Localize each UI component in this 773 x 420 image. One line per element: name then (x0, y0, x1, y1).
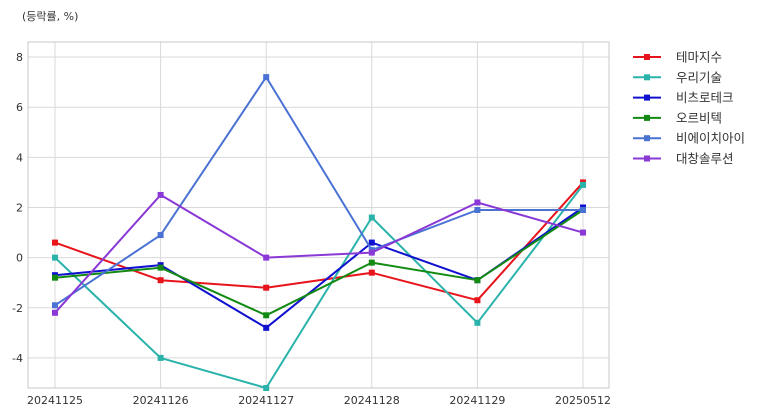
data-point (474, 206, 481, 213)
data-point (263, 385, 270, 391)
data-point (263, 324, 270, 331)
series-line (54, 181, 584, 302)
legend-item: 비에이치아이 (633, 131, 745, 146)
data-point (474, 297, 481, 304)
x-tick-label: 20241129 (449, 394, 505, 407)
series-비에이치아이 (52, 74, 586, 309)
series-line (54, 209, 584, 317)
data-point (263, 74, 270, 81)
data-point (157, 354, 164, 361)
data-point (263, 312, 270, 319)
data-point (580, 229, 586, 236)
legend-label: 비츠로테크 (676, 90, 734, 105)
data-point (474, 199, 481, 206)
data-point (263, 284, 270, 291)
data-point (580, 181, 586, 188)
x-tick-label: 20241128 (344, 394, 400, 407)
legend-item: 우리기술 (633, 70, 722, 85)
x-tick-label: 20241127 (238, 394, 294, 407)
legend-item: 대창솔루션 (633, 151, 734, 166)
y-tick-label: -4 (12, 352, 23, 365)
data-point (368, 249, 375, 256)
y-tick-label: 6 (16, 101, 23, 114)
unit-label: (등락률, %) (22, 10, 78, 23)
data-point (368, 259, 375, 266)
axis-tick-labels: -4 -2 0 2 4 6 8 20241125 20241126 20241127 2024112… (12, 51, 611, 407)
series-lines (52, 74, 586, 391)
data-point (52, 309, 58, 316)
y-tick-label: 4 (16, 151, 23, 164)
legend-item: 비츠로테크 (633, 90, 734, 105)
legend-label: 테마지수 (676, 50, 722, 65)
data-point (474, 319, 481, 326)
legend-label: 우리기술 (676, 70, 722, 85)
x-tick-label: 20250512 (555, 394, 611, 407)
data-point (157, 264, 164, 271)
x-tick-label: 20241126 (133, 394, 189, 407)
y-tick-label: 0 (16, 252, 23, 265)
series-대창솔루션 (52, 191, 586, 316)
legend-label: 비에이치아이 (676, 131, 745, 146)
data-point (368, 269, 375, 276)
y-tick-label: 8 (16, 51, 23, 64)
legend-label: 오르비텍 (676, 110, 722, 125)
legend-swatch-marker (644, 135, 650, 142)
y-tick-label: 2 (16, 201, 23, 214)
legend-swatch-marker (644, 155, 650, 162)
series-line (54, 184, 584, 389)
legend-swatch-marker (644, 54, 650, 60)
series-line (54, 76, 583, 307)
series-우리기술 (52, 181, 586, 391)
data-point (368, 239, 375, 246)
data-point (52, 274, 58, 281)
legend-label: 대창솔루션 (676, 151, 734, 166)
data-point (263, 254, 270, 261)
data-point (52, 302, 58, 309)
data-point (157, 277, 164, 284)
series-line (54, 193, 584, 314)
y-tick-label: -2 (12, 302, 23, 315)
legend-item: 오르비텍 (633, 110, 722, 125)
grid-lines (28, 42, 609, 388)
data-point (474, 277, 481, 284)
data-point (52, 239, 58, 246)
x-tick-label: 20241125 (27, 394, 83, 407)
data-point (157, 232, 164, 239)
plot-frame (27, 41, 610, 389)
data-point (52, 254, 58, 261)
data-point (580, 206, 586, 213)
data-point (157, 191, 164, 198)
legend-swatch-marker (644, 114, 650, 121)
data-point (368, 214, 375, 221)
legend-swatch-marker (644, 94, 650, 101)
legend-swatch-marker (644, 74, 650, 81)
legend-item: 테마지수 (633, 50, 722, 65)
